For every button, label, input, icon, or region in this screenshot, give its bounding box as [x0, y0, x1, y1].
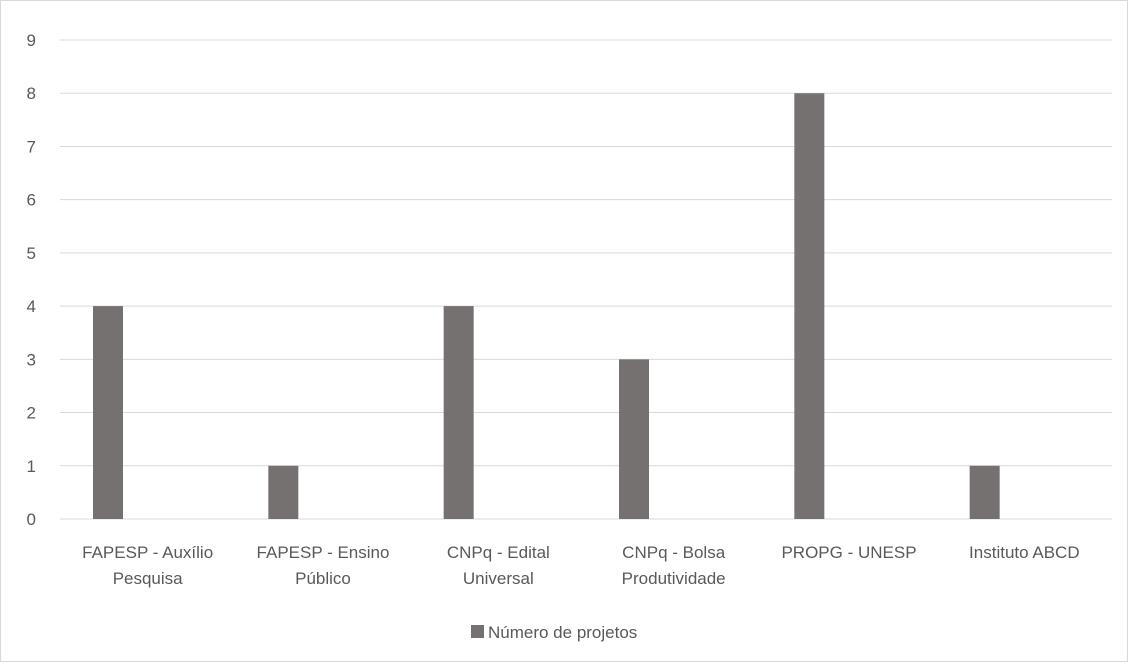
y-tick-label: 9 — [27, 31, 36, 50]
legend-swatch — [471, 625, 484, 638]
x-category-label: CNPq - Edital — [447, 543, 550, 562]
bar — [969, 465, 1000, 519]
bar — [794, 93, 825, 519]
y-tick-label: 8 — [27, 84, 36, 103]
y-tick-label: 6 — [27, 191, 36, 210]
x-category-label: PROPG - UNESP — [781, 543, 916, 562]
bar — [443, 306, 474, 519]
x-category-label: Produtividade — [622, 569, 726, 588]
x-category-label: FAPESP - Ensino — [257, 543, 390, 562]
bar — [93, 306, 123, 519]
bars — [93, 93, 1000, 519]
bar — [268, 465, 299, 519]
x-category-label: FAPESP - Auxílio — [82, 543, 213, 562]
x-category-label: Instituto ABCD — [969, 543, 1080, 562]
y-tick-label: 1 — [27, 457, 36, 476]
x-category-label: Público — [295, 569, 351, 588]
y-tick-label: 7 — [27, 137, 36, 156]
y-tick-label: 4 — [27, 297, 36, 316]
bar — [619, 359, 649, 519]
y-tick-label: 3 — [27, 350, 36, 369]
x-category-label: Universal — [463, 569, 534, 588]
gridlines — [60, 39, 1112, 520]
legend: Número de projetos — [471, 623, 637, 642]
y-tick-label: 5 — [27, 244, 36, 263]
x-axis-categories: FAPESP - Auxílio Pesquisa FAPESP - Ensino P… — [82, 543, 1079, 588]
y-axis-ticks: 0 1 2 3 4 5 6 7 8 9 — [27, 31, 36, 529]
y-tick-label: 0 — [27, 510, 36, 529]
x-category-label: Pesquisa — [113, 569, 183, 588]
x-category-label: CNPq - Bolsa — [622, 543, 726, 562]
legend-label: Número de projetos — [488, 623, 637, 642]
y-tick-label: 2 — [27, 404, 36, 423]
